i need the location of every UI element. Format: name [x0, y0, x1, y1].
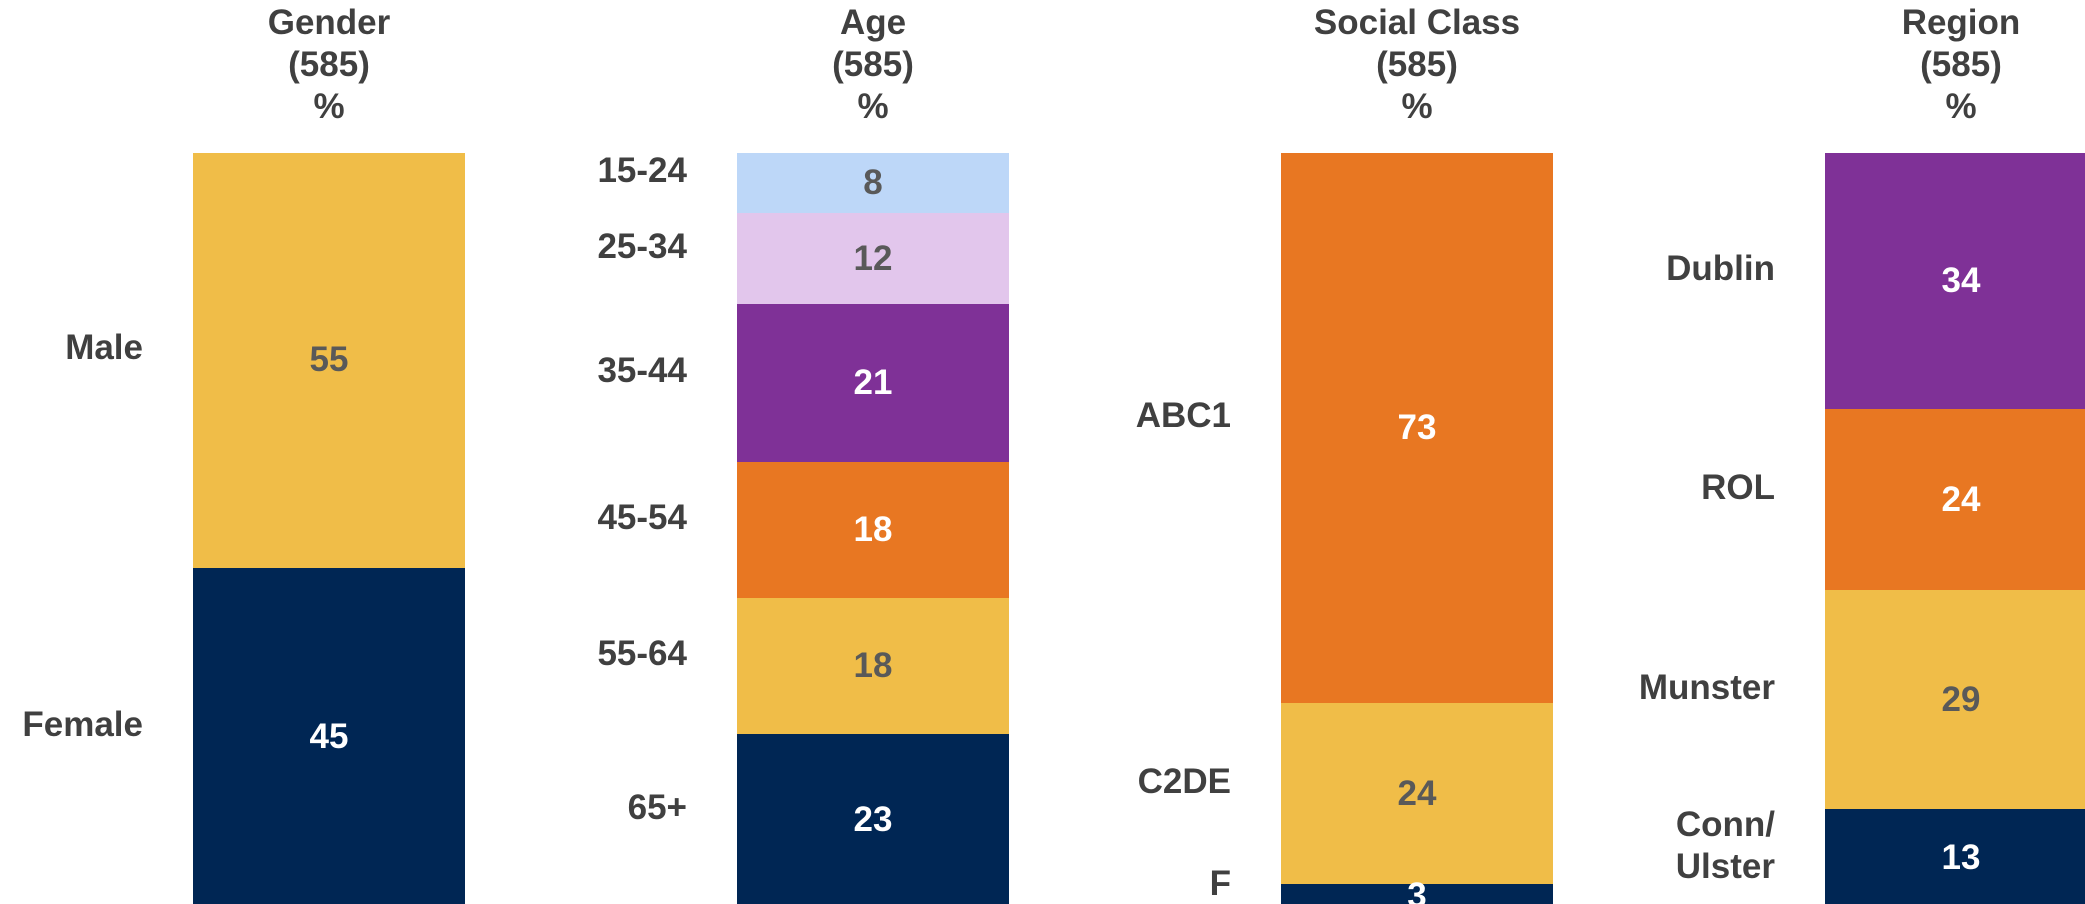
value-label: 13 [1941, 837, 1981, 877]
category-label: Dublin [1666, 249, 1775, 289]
bar-segment [737, 597, 1009, 734]
bar-segment [737, 462, 1009, 598]
bar-segment [193, 567, 465, 904]
bar-segment [1825, 153, 2085, 410]
chart-title: Region [1901, 3, 2021, 42]
category-label: ROL [1701, 467, 1775, 507]
category-label: C2DE [1137, 761, 1231, 801]
value-label: 18 [853, 510, 893, 549]
category-label: 65+ [627, 788, 687, 828]
category-label: 45-54 [597, 498, 687, 537]
category-label: Conn/ Ulster [1675, 804, 1775, 886]
value-label: 34 [1941, 261, 1981, 301]
value-label: 21 [853, 362, 893, 402]
chart-title: Age [839, 3, 907, 42]
bar-segment [737, 153, 1009, 214]
bar-segment [737, 733, 1009, 904]
chart-title: % [313, 87, 345, 126]
bar-segment [1825, 590, 2085, 809]
chart-title: (585) [832, 45, 914, 84]
value-label: 3 [1407, 875, 1427, 904]
category-label: 15-24 [597, 151, 687, 191]
chart-title: Social Class [1313, 3, 1521, 42]
chart-title: % [1945, 87, 1977, 126]
chart-title: % [857, 87, 889, 126]
category-label: Male [65, 328, 143, 368]
bar-segment [737, 213, 1009, 304]
category-label: 55-64 [597, 633, 687, 673]
value-label: 73 [1397, 408, 1437, 448]
value-label: 55 [309, 340, 349, 380]
chart-title: Gender [267, 3, 391, 42]
chart-title: % [1401, 87, 1433, 126]
category-label: 35-44 [597, 350, 687, 390]
category-label: F [1209, 863, 1231, 903]
chart-title: (585) [1920, 45, 2002, 84]
value-label: 29 [1941, 679, 1981, 719]
chart-title: (585) [1376, 45, 1458, 84]
bar-segment [193, 153, 465, 568]
category-label: ABC1 [1135, 396, 1231, 436]
bar-segment [1281, 703, 1553, 885]
value-label: 24 [1941, 479, 1981, 519]
value-label: 45 [309, 717, 349, 757]
value-label: 23 [853, 800, 893, 840]
bar-segment [1281, 884, 1553, 904]
category-label: Female [22, 705, 143, 745]
value-label: 24 [1397, 773, 1437, 813]
value-label: 12 [853, 238, 893, 278]
bar-segment [1281, 153, 1553, 704]
category-label: 25-34 [597, 226, 687, 266]
value-label: 18 [853, 645, 893, 685]
bar-segment [1825, 808, 2085, 904]
value-label: 8 [863, 163, 883, 203]
category-label: Munster [1638, 667, 1775, 707]
chart-title: (585) [288, 45, 370, 84]
bar-segment [737, 303, 1009, 463]
bar-segment [1825, 409, 2085, 591]
